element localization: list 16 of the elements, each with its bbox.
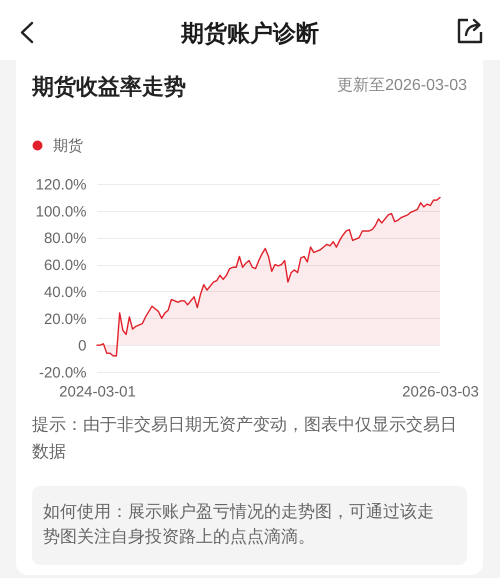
text: 期货账户诊断 [180, 19, 320, 48]
y-tick-label: 20.0% [44, 310, 86, 328]
y-tick-label: 80.0% [44, 230, 86, 248]
y-tick-label: 120.0% [36, 176, 86, 194]
chart-title: 期货收益率走势 [32, 73, 186, 101]
chart-subtitle: 更新至2026-03-03 [337, 76, 467, 96]
x-tick-label: 2024-03-01 [59, 384, 136, 400]
y-tick-label: 0 [78, 338, 86, 355]
y-tick-label: -20.0% [38, 364, 86, 382]
text: 如何使用：展示账户盈亏情况的走势图，可通过该走势图关注自身投资路上的点点滴滴。 [43, 501, 435, 548]
legend-label: 期货 [53, 138, 83, 154]
y-tick-label: 40.0% [44, 284, 86, 301]
y-tick-label: 100.0% [36, 203, 86, 220]
y-tick-label: 60.0% [44, 257, 86, 274]
text: 提示：由于非交易日期无资产变动，图表中仅显示交易日数据 [32, 414, 458, 463]
x-tick-label: 2026-03-03 [402, 384, 479, 400]
